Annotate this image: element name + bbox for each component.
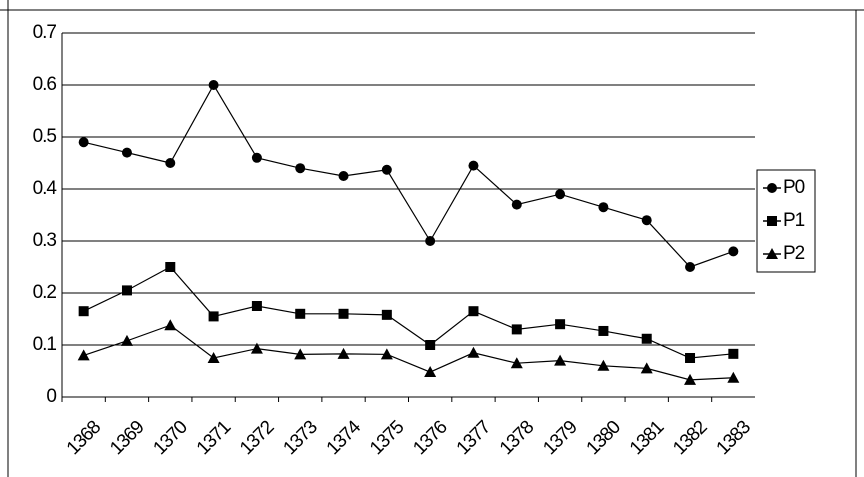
marker bbox=[728, 246, 739, 257]
series-line bbox=[83, 324, 734, 381]
y-tick-label: 0 bbox=[46, 386, 56, 407]
marker bbox=[640, 362, 653, 374]
marker bbox=[208, 80, 219, 90]
legend-marker bbox=[767, 183, 777, 193]
marker bbox=[598, 325, 609, 336]
y-tick-label: 0.6 bbox=[33, 74, 57, 95]
x-tick-label: 1378 bbox=[496, 417, 538, 459]
marker bbox=[727, 371, 740, 383]
marker bbox=[164, 319, 177, 331]
marker bbox=[207, 352, 220, 363]
marker bbox=[78, 306, 89, 317]
marker bbox=[555, 189, 566, 200]
marker bbox=[511, 199, 522, 210]
marker bbox=[468, 306, 479, 317]
marker bbox=[337, 347, 350, 359]
marker bbox=[251, 152, 262, 163]
marker bbox=[381, 309, 392, 320]
x-tick-label: 1383 bbox=[713, 417, 755, 459]
marker bbox=[425, 340, 436, 350]
legend-label: P2 bbox=[783, 243, 805, 264]
marker bbox=[381, 164, 392, 175]
marker bbox=[78, 137, 89, 148]
marker bbox=[295, 163, 306, 174]
x-tick-label: 1369 bbox=[106, 417, 148, 459]
x-tick-label: 1368 bbox=[63, 417, 105, 459]
marker bbox=[598, 202, 609, 213]
marker bbox=[165, 158, 176, 168]
marker bbox=[77, 349, 90, 361]
marker bbox=[121, 147, 132, 158]
legend-label: P0 bbox=[783, 177, 805, 198]
marker bbox=[338, 171, 349, 181]
y-tick-label: 0.2 bbox=[33, 282, 57, 303]
x-tick-label: 1381 bbox=[626, 417, 668, 459]
series-line bbox=[83, 266, 734, 359]
series-line bbox=[83, 83, 734, 268]
marker bbox=[510, 357, 523, 369]
x-tick-label: 1373 bbox=[279, 417, 321, 459]
y-tick-label: 0.5 bbox=[33, 126, 57, 147]
marker bbox=[120, 334, 133, 346]
legend-marker bbox=[767, 216, 777, 226]
marker bbox=[684, 373, 697, 385]
marker bbox=[380, 348, 393, 360]
marker bbox=[468, 160, 479, 171]
marker bbox=[338, 308, 349, 319]
marker bbox=[641, 215, 652, 226]
marker bbox=[251, 301, 262, 311]
marker bbox=[597, 359, 610, 371]
marker bbox=[208, 311, 219, 322]
marker bbox=[555, 319, 566, 330]
marker bbox=[250, 342, 263, 354]
y-tick-label: 0.3 bbox=[33, 230, 57, 251]
x-tick-label: 1375 bbox=[366, 417, 408, 459]
marker bbox=[685, 262, 696, 272]
marker bbox=[728, 348, 739, 359]
x-tick-label: 1380 bbox=[583, 417, 625, 459]
marker bbox=[641, 333, 652, 344]
marker bbox=[425, 236, 436, 246]
y-tick-label: 0.1 bbox=[33, 334, 57, 355]
marker bbox=[685, 353, 696, 363]
marker bbox=[511, 324, 522, 335]
x-tick-label: 1371 bbox=[193, 417, 235, 459]
x-tick-label: 1370 bbox=[149, 417, 191, 459]
marker bbox=[554, 354, 567, 366]
marker bbox=[424, 366, 437, 378]
x-tick-label: 1379 bbox=[539, 417, 581, 459]
x-tick-label: 1376 bbox=[409, 417, 451, 459]
y-tick-label: 0.7 bbox=[33, 22, 57, 43]
x-tick-label: 1377 bbox=[453, 417, 495, 459]
marker bbox=[165, 262, 176, 272]
y-tick-label: 0.4 bbox=[33, 178, 58, 199]
marker bbox=[121, 285, 132, 296]
legend-marker bbox=[766, 248, 778, 259]
marker bbox=[294, 348, 307, 360]
legend-label: P1 bbox=[783, 210, 805, 231]
x-tick-label: 1374 bbox=[323, 416, 366, 459]
x-tick-label: 1372 bbox=[236, 417, 278, 459]
marker bbox=[467, 346, 480, 358]
marker bbox=[295, 308, 306, 319]
x-tick-label: 1382 bbox=[669, 417, 711, 459]
